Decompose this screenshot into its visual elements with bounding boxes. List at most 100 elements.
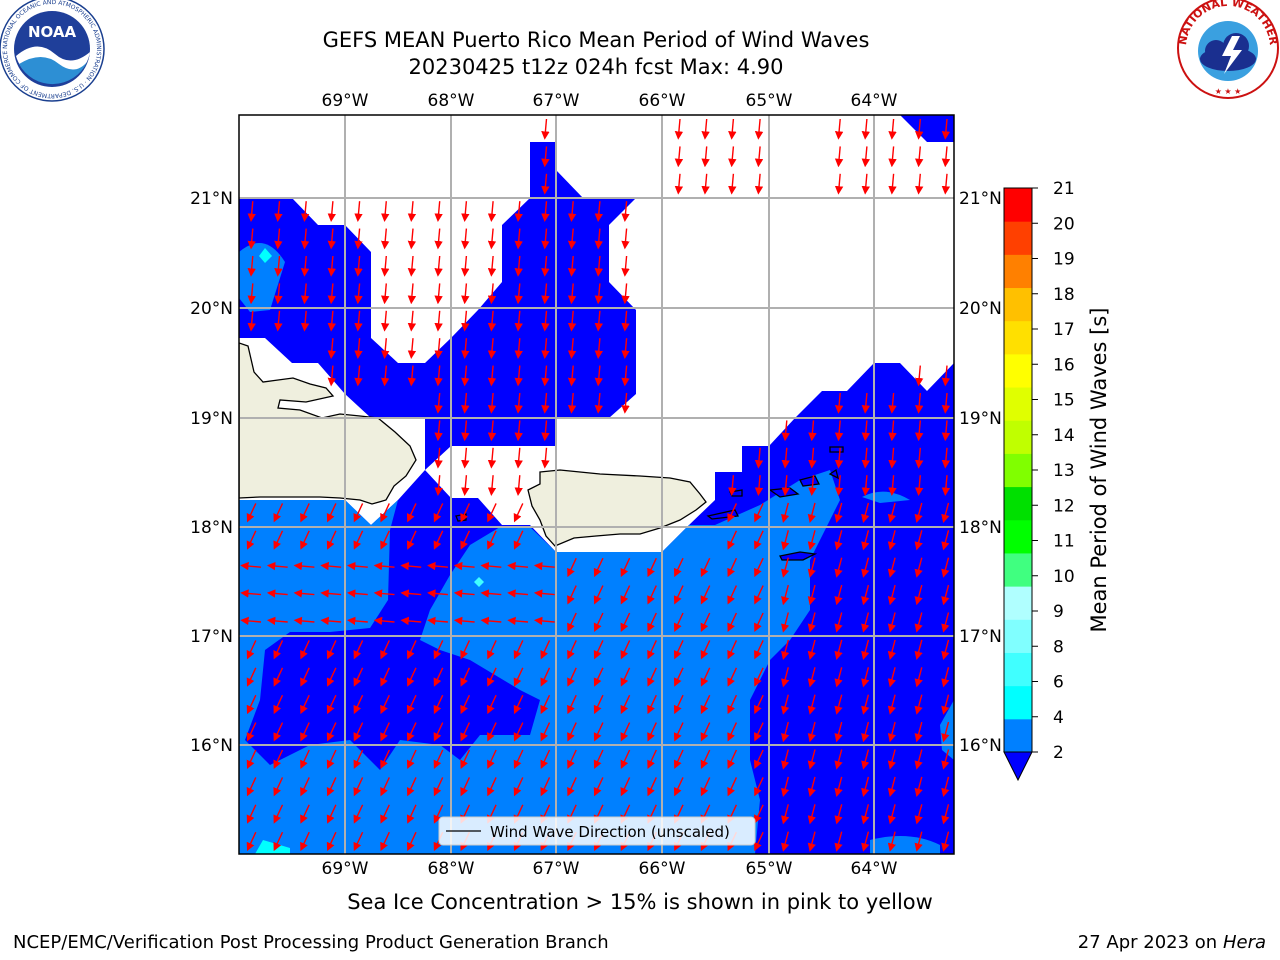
wind-wave-arrow (434, 420, 443, 442)
wind-wave-arrow (887, 776, 896, 798)
wind-wave-arrow (266, 589, 288, 598)
wind-wave-arrow (320, 616, 342, 626)
wind-wave-arrow (673, 777, 684, 797)
wind-wave-arrow (915, 392, 924, 414)
wind-wave-arrow (514, 201, 523, 222)
wind-wave-arrow (701, 146, 710, 168)
wind-wave-arrow (487, 228, 497, 250)
wind-wave-arrow (781, 502, 790, 524)
wind-wave-arrow (914, 584, 923, 606)
wind-wave-arrow (887, 804, 896, 825)
wind-wave-arrow (861, 557, 870, 578)
wind-wave-arrow (941, 804, 950, 825)
wind-wave-arrow (781, 420, 790, 442)
wind-wave-arrow (754, 722, 764, 742)
wind-wave-arrow (594, 310, 603, 332)
wind-wave-arrow (541, 118, 550, 140)
wind-wave-arrow (326, 804, 337, 824)
wind-wave-arrow (807, 557, 816, 578)
wind-wave-arrow (754, 118, 764, 140)
wind-wave-arrow (594, 201, 603, 222)
wind-wave-arrow (461, 420, 470, 442)
wind-wave-arrow (513, 749, 524, 769)
wind-wave-arrow (407, 338, 417, 359)
wind-wave-arrow (941, 118, 951, 140)
wind-wave-arrow (620, 612, 631, 632)
wind-wave-arrow (353, 749, 364, 769)
wind-wave-arrow (594, 255, 603, 277)
wind-wave-arrow (914, 530, 923, 551)
wind-wave-arrow (834, 475, 844, 496)
wind-wave-arrow (861, 804, 870, 825)
wind-wave-arrow (567, 392, 577, 414)
wind-wave-arrow (807, 749, 816, 770)
wind-wave-arrow (861, 502, 870, 524)
wind-wave-arrow (246, 722, 257, 742)
wind-wave-arrow (273, 804, 284, 824)
timestamp: 27 Apr 2023 on Hera (1078, 932, 1266, 953)
wind-wave-arrow (273, 831, 284, 852)
wind-wave-arrow (326, 831, 337, 852)
wind-wave-arrow (541, 201, 550, 222)
wave-field-cyan-3 (255, 840, 290, 854)
wind-wave-arrow (834, 639, 843, 661)
wind-wave-arrow (888, 146, 897, 168)
wind-wave-arrow (514, 420, 523, 442)
wind-wave-arrow (381, 228, 390, 250)
wind-wave-arrow (381, 338, 390, 359)
wind-wave-arrow (274, 255, 283, 277)
colorbar-tick-label: 18 (1053, 285, 1075, 305)
wave-field-mid-south (239, 470, 840, 854)
wind-wave-arrow (406, 722, 417, 742)
wind-wave-arrow (460, 530, 471, 550)
wind-wave-arrow (701, 173, 710, 195)
wave-field-cyan-2 (474, 577, 484, 587)
wind-wave-arrow (487, 777, 497, 797)
wind-wave-arrow (808, 420, 817, 442)
wind-wave-arrow (407, 365, 417, 387)
wind-wave-arrow (381, 255, 390, 277)
wind-wave-arrow (427, 589, 448, 598)
wind-wave-arrow (834, 749, 843, 770)
wind-wave-arrow (273, 694, 284, 715)
wind-wave-arrow (915, 173, 924, 195)
wind-wave-arrow (914, 721, 923, 743)
wind-wave-arrow (514, 475, 523, 496)
wind-wave-arrow (567, 255, 577, 277)
wind-wave-arrow (673, 694, 684, 715)
wind-wave-arrow (647, 722, 657, 742)
wind-wave-arrow (941, 749, 950, 770)
wind-wave-arrow (273, 749, 284, 769)
wind-wave-arrow (480, 616, 502, 626)
wind-wave-arrow (300, 255, 310, 277)
wind-wave-arrow (300, 831, 310, 852)
wind-wave-arrow (540, 749, 551, 769)
wind-wave-arrow (434, 283, 443, 305)
lat-label: 17°N (959, 627, 1002, 647)
wind-wave-arrow (293, 561, 315, 571)
wind-wave-arrow (540, 667, 551, 687)
wind-wave-arrow (461, 255, 470, 277)
wind-wave-arrow (887, 530, 896, 551)
wind-wave-arrow (567, 201, 577, 222)
wind-wave-arrow (347, 589, 368, 598)
wind-wave-arrow (861, 173, 870, 195)
wind-wave-arrow (861, 420, 870, 442)
wind-wave-arrow (487, 255, 497, 277)
wind-wave-arrow (274, 283, 283, 305)
wind-wave-arrow (941, 530, 950, 551)
wind-wave-arrow (380, 777, 390, 797)
wind-wave-arrow (781, 475, 790, 496)
wind-wave-arrow (274, 201, 283, 222)
colorbar-bin (1004, 221, 1032, 255)
noaa-logo: NATIONAL OCEANIC AND ATMOSPHERIC ADMINIS… (0, 0, 105, 102)
wind-wave-arrow (460, 503, 471, 523)
wind-wave-arrow (434, 447, 443, 469)
wind-wave-arrow (354, 283, 363, 305)
wind-wave-arrow (326, 749, 337, 769)
lon-label: 66°W (639, 859, 686, 879)
wind-wave-arrow (808, 475, 817, 496)
wind-wave-arrow (273, 777, 284, 797)
wind-wave-arrow (621, 228, 630, 250)
wind-wave-arrow (434, 338, 443, 359)
